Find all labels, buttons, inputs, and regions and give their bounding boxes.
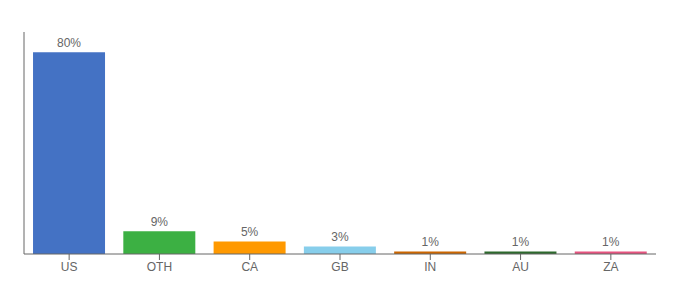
svg-text:1%: 1% [602,235,620,249]
svg-text:GB: GB [331,260,348,274]
svg-text:1%: 1% [421,235,439,249]
svg-text:IN: IN [424,260,436,274]
svg-text:ZA: ZA [603,260,618,274]
svg-text:3%: 3% [331,230,349,244]
svg-text:OTH: OTH [147,260,172,274]
svg-text:US: US [61,260,78,274]
svg-text:1%: 1% [512,235,530,249]
svg-text:9%: 9% [151,215,169,229]
svg-text:5%: 5% [241,225,259,239]
svg-text:AU: AU [512,260,529,274]
svg-text:80%: 80% [57,36,81,50]
svg-text:CA: CA [241,260,258,274]
